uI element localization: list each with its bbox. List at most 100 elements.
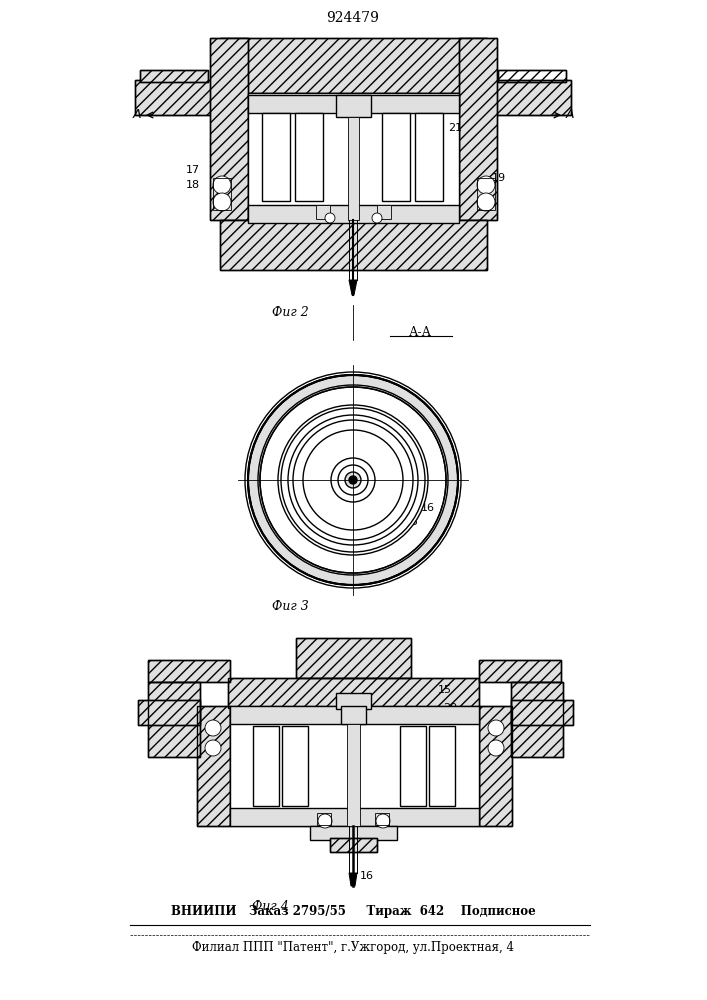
Text: 15: 15 [438,685,452,695]
Circle shape [318,814,332,828]
Text: 21: 21 [448,123,462,133]
Bar [479,660,561,682]
Bar [210,38,248,220]
Bar [220,38,487,93]
Bar [230,808,479,826]
Text: Фиг 4: Фиг 4 [252,900,288,912]
Bar [210,38,248,220]
Bar [220,220,487,270]
Bar [479,660,561,682]
Bar [400,726,426,806]
Circle shape [376,814,390,828]
Bar [330,838,377,852]
Text: 16: 16 [421,503,435,513]
Bar [317,813,331,825]
Bar [248,95,459,113]
Bar [377,205,391,219]
Bar [493,80,571,115]
Bar [248,205,459,223]
Circle shape [325,213,335,223]
Bar [511,700,573,725]
Circle shape [278,405,428,555]
Bar [228,678,479,708]
Bar [479,706,512,826]
Bar [336,95,371,117]
Bar [382,113,410,201]
Bar [220,220,487,270]
Text: 15: 15 [405,517,419,527]
Bar [296,638,411,678]
Text: А: А [133,108,141,121]
Bar [140,70,208,82]
Circle shape [205,720,221,736]
Text: Фиг 3: Фиг 3 [271,600,308,613]
Bar [197,706,230,826]
Bar [148,682,200,757]
Bar [511,682,563,757]
Bar [511,700,573,725]
Bar [347,724,360,826]
Bar [415,113,443,201]
Text: Фиг 2: Фиг 2 [271,306,308,318]
Bar [253,726,279,806]
Bar [330,838,377,852]
Bar [135,80,213,115]
Circle shape [349,476,357,484]
Text: ВНИИПИ   Заказ 2795/55     Тираж  642    Подписное: ВНИИПИ Заказ 2795/55 Тираж 642 Подписное [170,906,535,918]
Bar [262,113,290,201]
Bar [220,38,487,93]
Bar [138,700,200,725]
Bar [429,726,455,806]
Circle shape [345,472,361,488]
Bar [341,706,366,724]
Circle shape [477,176,495,194]
Bar [228,678,479,708]
Bar [135,80,213,115]
Circle shape [213,193,231,211]
Bar [197,706,230,826]
Circle shape [488,720,504,736]
Bar [316,205,330,219]
Polygon shape [349,280,357,295]
Bar [230,706,479,826]
Bar [477,178,495,210]
Circle shape [245,372,461,588]
Text: А: А [566,108,574,121]
Circle shape [372,213,382,223]
Text: Филиал ППП "Патент", г.Ужгород, ул.Проектная, 4: Филиал ППП "Патент", г.Ужгород, ул.Проек… [192,942,514,954]
Text: 16: 16 [360,871,374,881]
Bar [310,826,397,840]
Bar [138,700,200,725]
Bar [296,638,411,678]
Bar [295,113,323,201]
Bar [498,70,566,82]
Bar [213,178,231,210]
Circle shape [205,740,221,756]
Polygon shape [349,873,357,886]
Bar [348,117,359,220]
Text: 924479: 924479 [327,11,380,25]
Circle shape [477,193,495,211]
Bar [248,93,459,220]
Bar [459,38,497,220]
Bar [459,38,497,220]
Text: 19: 19 [492,173,506,183]
Text: 21: 21 [443,733,457,743]
Bar [479,706,512,826]
Circle shape [488,740,504,756]
Text: 20: 20 [370,95,384,105]
Bar [498,70,566,82]
Circle shape [213,176,231,194]
Bar [336,693,371,709]
Bar [511,682,563,757]
Bar [262,113,290,201]
Bar [230,706,479,724]
Text: 17: 17 [186,165,200,175]
Text: 18: 18 [186,180,200,190]
Bar [375,813,389,825]
Bar [493,80,571,115]
Bar [282,726,308,806]
Bar [148,682,200,757]
Bar [148,660,230,682]
Bar [140,70,208,82]
